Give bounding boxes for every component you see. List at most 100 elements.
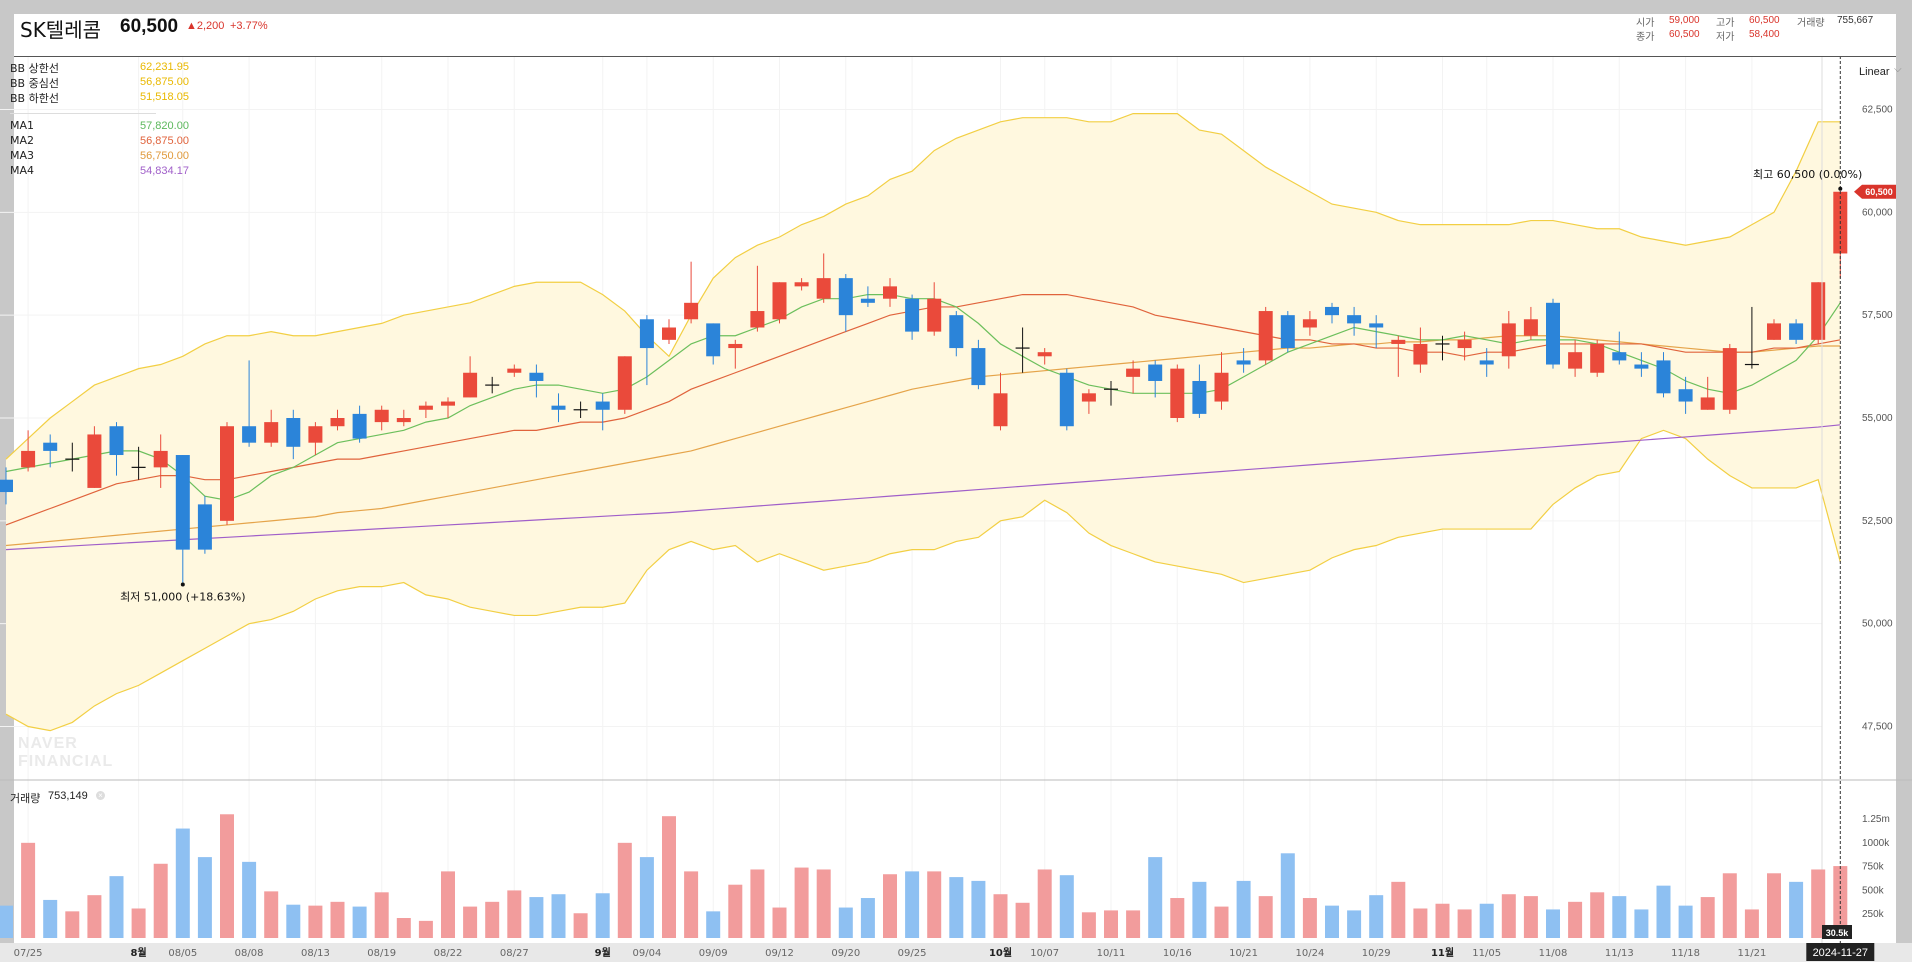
quote-volume-label: 거래량 <box>1797 18 1825 29</box>
candle-body <box>1457 339 1472 349</box>
candle <box>1457 331 1472 361</box>
time-tick-label: 08/08 <box>235 948 264 959</box>
volume-bar <box>728 884 743 938</box>
candle-body <box>352 413 367 439</box>
candle <box>794 278 809 291</box>
time-tick-label: 08/19 <box>367 948 396 959</box>
candle <box>1634 352 1649 377</box>
candle-body <box>1612 352 1627 361</box>
time-tick-label: 08/13 <box>301 948 330 959</box>
candle-body <box>706 323 721 357</box>
volume-bar <box>927 871 942 938</box>
candle <box>352 405 367 443</box>
legend-bb-lower-value: 51,518.05 <box>140 91 189 103</box>
candle <box>1811 282 1826 344</box>
candle-body <box>87 434 102 488</box>
low-marker <box>180 582 185 587</box>
candle-body <box>197 504 212 550</box>
legend-bb-middle-name: BB 중심선 <box>10 77 59 90</box>
ma2-line <box>5 293 1841 526</box>
chevron-down-icon[interactable]: ⌵ <box>1894 64 1902 75</box>
candle <box>728 339 743 369</box>
volume-bar <box>441 871 455 938</box>
current-price-label: 60,500 <box>1865 187 1893 197</box>
volume-bar <box>1789 881 1804 938</box>
candle <box>175 455 190 583</box>
candle-body <box>1413 343 1428 365</box>
candle <box>1612 331 1627 365</box>
bb-lower-line <box>5 429 1841 732</box>
candle-body <box>838 278 853 316</box>
candle-body <box>883 286 897 299</box>
volume-bar <box>684 871 699 938</box>
bollinger-band-area <box>6 113 1841 731</box>
volume-bar <box>883 874 897 938</box>
candle <box>220 422 234 525</box>
volume-bar <box>949 877 964 938</box>
candle-body <box>1391 339 1406 344</box>
candle-body <box>396 418 411 423</box>
candle-body <box>1037 352 1052 357</box>
candle-body <box>750 311 765 328</box>
candle-body <box>1568 352 1583 369</box>
price-tick-label: 50,000 <box>1862 619 1893 630</box>
candle-body <box>1192 380 1207 414</box>
volume-bar <box>1126 910 1141 938</box>
candle-body <box>794 282 809 287</box>
close-icon[interactable]: × <box>96 791 105 800</box>
candle <box>1435 335 1450 361</box>
candle <box>1037 348 1052 365</box>
candle <box>1258 306 1273 365</box>
time-axis: 07/25 8월 08/05 08/08 08/13 08/19 08/22 08/27 9월 0… <box>0 943 1912 962</box>
candle-body <box>1280 315 1295 349</box>
time-tick-label: 07/25 <box>14 948 43 959</box>
volume-bar <box>374 892 389 938</box>
candle-body <box>905 298 920 332</box>
quote-high-value: 60,500 <box>1749 15 1780 26</box>
volume-tick-label: 500k <box>1862 885 1885 896</box>
volume-bar <box>1325 905 1339 938</box>
volume-tick-label: 250k <box>1862 909 1885 920</box>
candle-body <box>1546 302 1560 365</box>
quote-close-label: 종가 <box>1636 32 1655 43</box>
candle <box>1501 311 1516 369</box>
legend-bb-middle-value: 56,875.00 <box>140 76 189 88</box>
candle-body <box>1700 397 1715 410</box>
candle-body <box>728 343 743 349</box>
candle <box>1280 311 1295 353</box>
scale-mode-select[interactable]: Linear <box>1859 66 1890 78</box>
candle-body <box>1767 323 1781 340</box>
candle <box>1479 348 1494 377</box>
candle <box>1104 380 1118 406</box>
candle-body <box>330 418 345 427</box>
candle <box>242 360 257 447</box>
candle-body <box>617 356 632 410</box>
volume-bar <box>1678 905 1693 938</box>
candle <box>1059 368 1074 431</box>
legend-ma2-name: MA2 <box>10 134 35 147</box>
quote-high-label: 고가 <box>1716 18 1735 29</box>
candle-body <box>1081 393 1096 402</box>
time-tick-label: 08/22 <box>434 948 463 959</box>
watermark-line1: NAVER <box>18 735 78 752</box>
candle <box>441 397 455 418</box>
volume-panel-value: 753,149 <box>48 790 88 802</box>
candle <box>153 434 168 488</box>
volume-bar <box>905 871 920 938</box>
candle <box>1347 306 1362 336</box>
candle <box>639 315 654 386</box>
candle-body <box>507 368 522 373</box>
candle-body <box>1523 319 1538 336</box>
bb-upper-line <box>5 112 1841 460</box>
time-tick-label: 08/05 <box>168 948 197 959</box>
candle-body <box>441 401 455 406</box>
volume-bar <box>1302 898 1317 938</box>
candle-body <box>1302 319 1317 328</box>
volume-bar <box>794 867 809 938</box>
candle <box>485 376 500 394</box>
volume-bar <box>750 869 765 938</box>
time-tick-label: 11/18 <box>1671 948 1700 959</box>
quote-volume-value: 755,667 <box>1837 15 1874 26</box>
volume-bar <box>1192 881 1207 938</box>
